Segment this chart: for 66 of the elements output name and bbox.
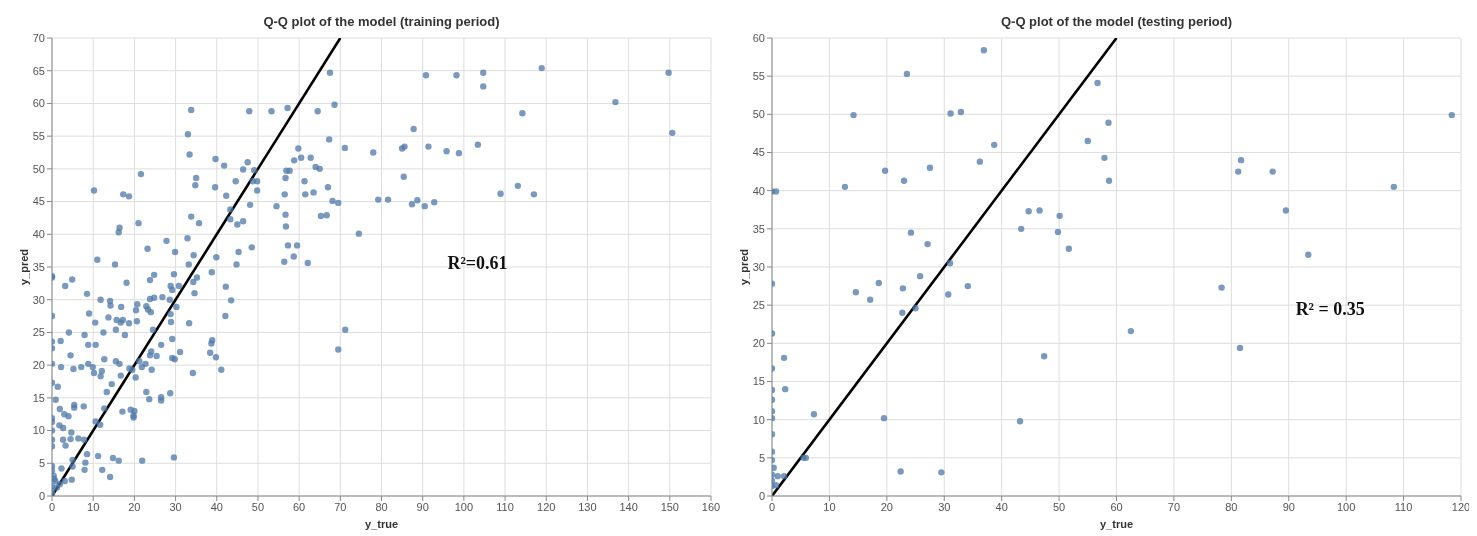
x-tick-label: 20 [128,500,141,513]
y-tick-label: 25 [752,299,765,312]
y-tick-label: 55 [752,70,765,83]
y-tick-label: 50 [32,162,45,175]
y-tick-label: 5 [38,457,45,470]
x-tick-label: 60 [293,500,306,513]
y-tick-label: 20 [752,337,765,350]
x-tick-label: 100 [454,500,474,513]
x-tick-label: 120 [1451,500,1471,513]
y-tick-label: 30 [32,293,45,306]
x-tick-label: 90 [416,500,429,513]
y-tick-label: 15 [32,391,45,404]
y-tick-label: 20 [32,359,45,372]
y-tick-label: 0 [758,489,765,502]
x-tick-label: 110 [1394,500,1413,513]
y-tick-label: 60 [752,31,765,44]
annotation: R² = 0.35 [1295,299,1365,321]
x-tick-label: 30 [938,500,951,513]
x-tick-label: 160 [701,500,721,513]
y-tick-label: 45 [32,195,45,208]
x-tick-label: 50 [1052,500,1066,513]
y-tick-label: 70 [32,31,45,44]
annotation: R²=0.61 [447,253,508,275]
y-tick-label: 60 [32,97,45,110]
y-axis-title: y_pred [17,248,30,286]
x-tick-label: 40 [995,500,1008,513]
y-tick-label: 0 [38,489,45,502]
x-tick-label: 70 [1167,500,1181,513]
y-tick-label: 35 [32,260,45,273]
x-tick-label: 130 [578,500,597,513]
y-tick-label: 15 [752,375,765,388]
x-tick-label: 100 [1336,500,1356,513]
y-tick-label: 40 [32,228,45,241]
x-tick-label: 120 [537,500,556,513]
chart-title: Q-Q plot of the model (training period) [262,14,501,29]
x-axis-title: y_true [1099,518,1134,530]
x-axis-title: y_true [364,518,399,530]
y-tick-label: 35 [752,222,765,235]
x-tick-label: 110 [496,500,514,513]
y-tick-label: 25 [32,326,45,339]
chart-title: Q-Q plot of the model (testing period) [999,14,1234,29]
y-tick-label: 10 [752,413,765,426]
x-tick-label: 0 [48,500,56,513]
x-tick-label: 10 [823,500,836,513]
x-tick-label: 20 [880,500,893,513]
x-tick-label: 80 [1225,500,1238,513]
x-tick-label: 10 [87,500,100,513]
x-tick-label: 70 [334,500,347,513]
x-tick-label: 60 [1110,500,1123,513]
x-tick-label: 30 [169,500,182,513]
y-tick-label: 55 [32,130,45,143]
x-tick-label: 80 [375,500,388,513]
x-tick-label: 40 [210,500,223,513]
y-tick-label: 5 [758,451,765,464]
x-tick-label: 150 [660,500,679,513]
y-tick-label: 40 [752,184,765,197]
y-tick-label: 30 [752,260,765,273]
y-axis-title: y_pred [737,248,750,286]
x-tick-label: 50 [251,500,265,513]
y-tick-label: 50 [752,108,765,121]
x-tick-label: 90 [1282,500,1295,513]
y-tick-label: 10 [32,424,45,437]
x-tick-label: 0 [768,500,776,513]
x-tick-label: 140 [619,500,638,513]
y-tick-label: 65 [32,64,45,77]
y-tick-label: 45 [752,146,765,159]
